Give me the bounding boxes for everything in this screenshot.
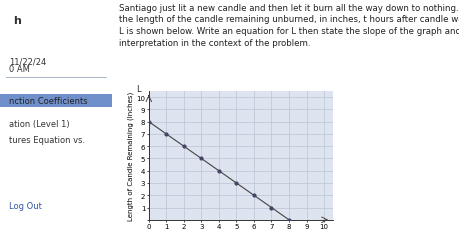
Text: h: h — [13, 16, 21, 26]
Text: ation (Level 1): ation (Level 1) — [9, 119, 69, 128]
Text: L: L — [136, 85, 140, 94]
Text: Santiago just lit a new candle and then let it burn all the way down to nothing.: Santiago just lit a new candle and then … — [119, 4, 459, 48]
Text: Log Out: Log Out — [9, 202, 42, 211]
Text: 11/22/24: 11/22/24 — [9, 57, 46, 66]
Text: nction Coefficients: nction Coefficients — [9, 96, 87, 105]
Y-axis label: Length of Candle Remaining (Inches): Length of Candle Remaining (Inches) — [127, 91, 133, 220]
Text: tures Equation vs.: tures Equation vs. — [9, 135, 85, 144]
Text: 0 AM: 0 AM — [9, 64, 30, 73]
FancyBboxPatch shape — [0, 95, 112, 107]
